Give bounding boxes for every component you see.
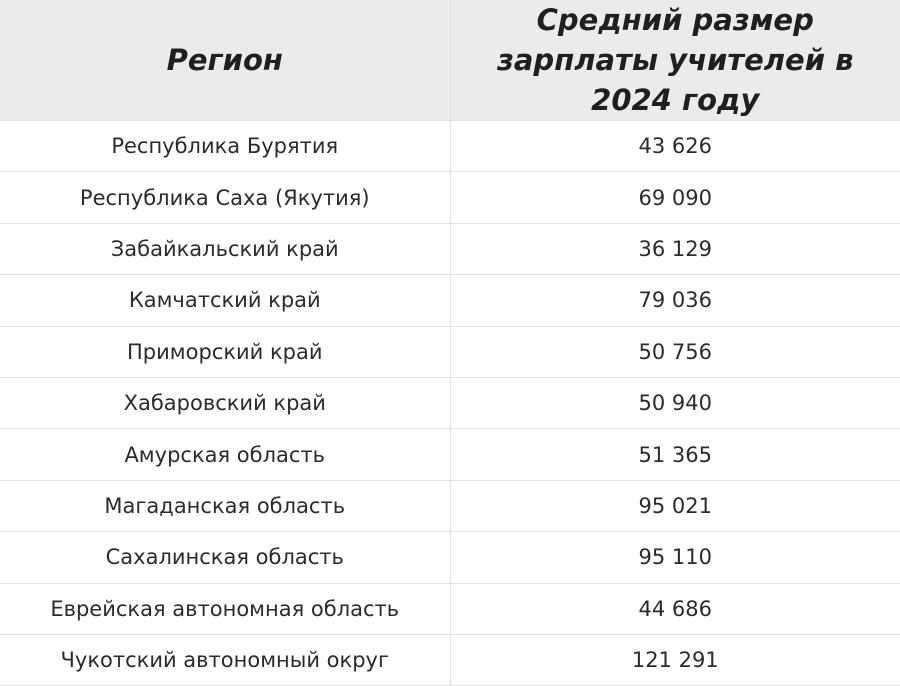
salary-cell: 51 365	[449, 428, 900, 481]
header-salary: Средний размер зарплаты учителей в 2024 …	[449, 0, 900, 121]
region-cell: Республика Бурятия	[0, 119, 451, 173]
table-row: Амурская область 51 365	[0, 428, 900, 481]
table-row: Хабаровский край 50 940	[0, 376, 900, 430]
table-row: Сахалинская область 95 110	[0, 531, 900, 584]
table-row: Приморский край 50 756	[0, 325, 900, 378]
table-row: Еврейская автономная область 44 686	[0, 582, 900, 635]
salary-cell: 79 036	[449, 274, 900, 327]
salary-cell: 43 626	[449, 119, 900, 173]
table-row: Забайкальский край 36 129	[0, 222, 900, 276]
region-cell: Чукотский автономный округ	[0, 633, 451, 686]
table-row: Камчатский край 79 036	[0, 274, 900, 327]
region-cell: Сахалинская область	[0, 531, 451, 584]
table-row: Республика Бурятия 43 626	[0, 119, 900, 173]
region-cell: Еврейская автономная область	[0, 582, 451, 635]
table-body: Республика Бурятия 43 626 Республика Сах…	[0, 119, 900, 686]
table-header: Регион Средний размер зарплаты учителей …	[0, 0, 900, 121]
region-cell: Хабаровский край	[0, 376, 451, 430]
salary-cell: 95 021	[449, 479, 900, 533]
region-cell: Амурская область	[0, 428, 451, 481]
region-cell: Камчатский край	[0, 274, 451, 327]
region-cell: Магаданская область	[0, 479, 451, 533]
salary-cell: 36 129	[449, 222, 900, 276]
region-cell: Приморский край	[0, 325, 451, 378]
table-row: Республика Саха (Якутия) 69 090	[0, 171, 900, 224]
table-row: Чукотский автономный округ 121 291	[0, 633, 900, 686]
region-cell: Забайкальский край	[0, 222, 451, 276]
salary-cell: 50 756	[449, 325, 900, 378]
salary-cell: 44 686	[449, 582, 900, 635]
region-cell: Республика Саха (Якутия)	[0, 171, 451, 224]
header-region: Регион	[0, 0, 451, 121]
salary-cell: 50 940	[449, 376, 900, 430]
salary-cell: 121 291	[449, 633, 900, 686]
salary-cell: 95 110	[449, 531, 900, 584]
salary-cell: 69 090	[449, 171, 900, 224]
header-row: Регион Средний размер зарплаты учителей …	[0, 0, 900, 121]
table-row: Магаданская область 95 021	[0, 479, 900, 533]
